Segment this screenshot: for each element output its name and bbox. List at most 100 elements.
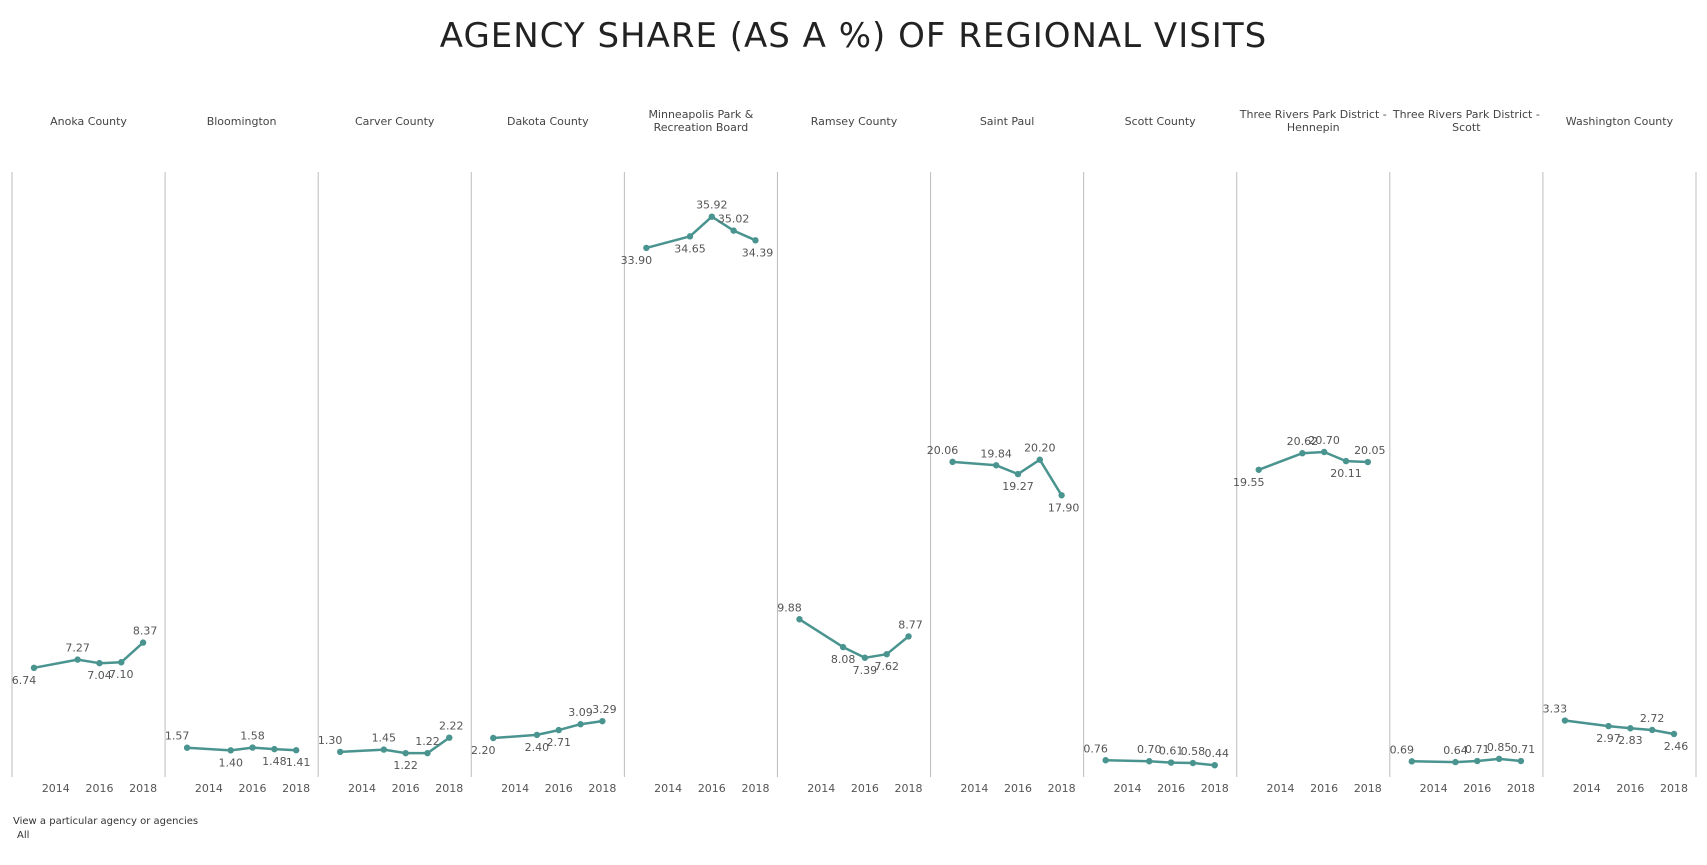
data-point bbox=[992, 462, 1000, 469]
panel-header: Minneapolis Park & Recreation Board bbox=[648, 108, 754, 134]
series-line bbox=[187, 746, 297, 752]
data-label: 35.92 bbox=[696, 199, 728, 212]
data-label: 34.39 bbox=[742, 246, 774, 259]
data-point bbox=[1102, 757, 1109, 764]
panel-header: Saint Paul bbox=[979, 114, 1035, 128]
data-point bbox=[139, 639, 147, 646]
data-point bbox=[796, 616, 803, 623]
data-label: 20.70 bbox=[1308, 434, 1340, 447]
x-tick-label: 2014 bbox=[807, 782, 835, 795]
x-tick-label: 2018 bbox=[1660, 782, 1688, 795]
data-point bbox=[336, 748, 344, 756]
data-label: 7.62 bbox=[874, 660, 899, 673]
data-point bbox=[1561, 717, 1569, 724]
data-label: 2.40 bbox=[525, 741, 550, 754]
series-line bbox=[1105, 759, 1215, 767]
data-label: 1.48 bbox=[262, 755, 287, 768]
data-label: 1.40 bbox=[218, 756, 243, 769]
data-point bbox=[599, 717, 606, 725]
data-point bbox=[446, 734, 453, 741]
data-label: 7.04 bbox=[87, 669, 112, 682]
data-label: 7.39 bbox=[853, 664, 878, 677]
data-label: 0.44 bbox=[1204, 747, 1229, 760]
x-tick-label: 2018 bbox=[282, 782, 310, 795]
data-label: 3.09 bbox=[568, 706, 593, 719]
x-tick-label: 2018 bbox=[895, 782, 923, 795]
data-label: 33.90 bbox=[621, 254, 653, 267]
data-point bbox=[1014, 470, 1022, 478]
data-label: 3.33 bbox=[1543, 703, 1568, 716]
data-point bbox=[380, 746, 388, 753]
x-tick-label: 2016 bbox=[1463, 782, 1491, 795]
data-label: 8.37 bbox=[133, 625, 158, 638]
chart-title: AGENCY SHARE (AS A %) OF REGIONAL VISITS bbox=[439, 16, 1268, 56]
x-tick-label: 2016 bbox=[1004, 782, 1032, 795]
x-tick-label: 2016 bbox=[545, 782, 573, 795]
data-label: 1.57 bbox=[165, 730, 190, 743]
x-tick-label: 2016 bbox=[1310, 782, 1338, 795]
data-label: 0.85 bbox=[1487, 741, 1512, 754]
x-tick-label: 2016 bbox=[1157, 782, 1185, 795]
data-label: 8.77 bbox=[898, 618, 923, 631]
data-point bbox=[271, 745, 278, 753]
x-tick-label: 2016 bbox=[392, 782, 420, 795]
data-label: 0.69 bbox=[1390, 743, 1415, 756]
panel-header: Three Rivers Park District - Hennepin bbox=[1239, 108, 1387, 134]
data-point bbox=[752, 237, 759, 244]
data-point bbox=[533, 731, 541, 739]
data-label: 34.65 bbox=[674, 242, 706, 255]
data-label: 20.06 bbox=[927, 444, 959, 457]
x-tick-label: 2014 bbox=[1267, 782, 1295, 795]
panel-header: Bloomington bbox=[206, 114, 277, 128]
data-point bbox=[30, 664, 38, 672]
data-point bbox=[1627, 725, 1634, 732]
data-point bbox=[1211, 761, 1218, 769]
x-tick-label: 2016 bbox=[85, 782, 113, 795]
x-tick-label: 2018 bbox=[588, 782, 616, 795]
data-label: 9.88 bbox=[777, 601, 802, 614]
panel-header: Washington County bbox=[1565, 114, 1674, 128]
x-tick-label: 2018 bbox=[1048, 782, 1076, 795]
panel-header: Three Rivers Park District - Scott bbox=[1392, 108, 1540, 134]
x-tick-label: 2014 bbox=[195, 782, 223, 795]
data-point bbox=[1648, 726, 1656, 734]
data-point bbox=[905, 633, 912, 640]
data-label: 7.10 bbox=[109, 668, 134, 681]
data-point bbox=[183, 744, 191, 751]
data-point bbox=[402, 749, 409, 757]
data-label: 1.58 bbox=[240, 730, 265, 743]
data-point bbox=[1474, 757, 1481, 765]
data-point bbox=[1342, 457, 1350, 465]
data-point bbox=[1320, 448, 1328, 456]
data-point bbox=[249, 744, 256, 751]
panel-header: Carver County bbox=[355, 114, 435, 128]
data-point bbox=[861, 654, 869, 661]
x-tick-label: 2018 bbox=[1354, 782, 1382, 795]
data-label: 20.20 bbox=[1024, 442, 1056, 455]
filter-label: View a particular agency or agencies bbox=[13, 816, 199, 827]
panel-header: Scott County bbox=[1124, 114, 1196, 128]
data-point bbox=[555, 726, 562, 734]
x-tick-label: 2016 bbox=[698, 782, 726, 795]
data-label: 20.11 bbox=[1330, 467, 1362, 480]
x-tick-label: 2018 bbox=[1201, 782, 1229, 795]
data-point bbox=[1036, 456, 1044, 463]
data-label: 3.29 bbox=[592, 703, 617, 716]
agency-filter-dropdown[interactable]: All bbox=[17, 830, 30, 841]
data-label: 0.64 bbox=[1443, 744, 1468, 757]
data-point bbox=[949, 458, 956, 466]
data-label: 0.76 bbox=[1083, 742, 1108, 755]
data-label: 1.22 bbox=[415, 735, 440, 748]
data-label: 0.71 bbox=[1511, 743, 1536, 756]
data-label: 1.45 bbox=[372, 732, 397, 745]
series-line bbox=[1411, 757, 1522, 764]
data-point bbox=[96, 659, 103, 667]
data-label: 19.27 bbox=[1002, 480, 1034, 493]
data-point bbox=[1167, 759, 1175, 766]
data-label: 8.08 bbox=[831, 653, 856, 666]
series-line bbox=[798, 618, 910, 660]
data-label: 0.70 bbox=[1137, 743, 1162, 756]
data-label: 19.55 bbox=[1233, 476, 1265, 489]
x-tick-label: 2014 bbox=[501, 782, 529, 795]
x-tick-label: 2018 bbox=[741, 782, 769, 795]
